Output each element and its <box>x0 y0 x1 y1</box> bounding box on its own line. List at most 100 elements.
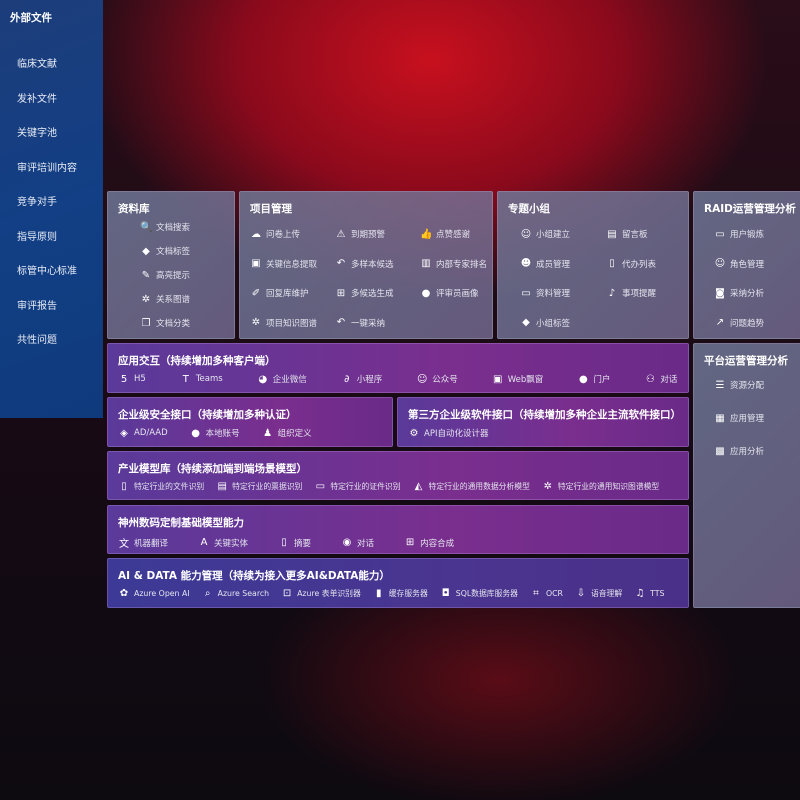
feature-label: 问题趋势 <box>730 318 765 329</box>
external-file-item[interactable]: 发补文件 <box>17 93 57 105</box>
feature-item[interactable]: ☁ 问卷上传 <box>250 228 300 241</box>
feature-item[interactable]: ⊡ Azure 表单识别器 <box>281 588 361 599</box>
feature-label: 内容合成 <box>420 538 455 549</box>
feature-item[interactable]: A 关键实体 <box>198 535 248 550</box>
feature-item[interactable]: ↶ 多样本候选 <box>335 258 394 270</box>
feature-item[interactable]: ◘ SQL数据库服务器 <box>440 588 518 599</box>
feature-item[interactable]: ▥ 内部专家排名 <box>420 258 487 270</box>
feature-item[interactable]: ⌗ OCR <box>530 588 563 599</box>
feature-item[interactable]: ❐ 文档分类 <box>140 317 191 330</box>
feature-item[interactable]: ▯ 代办列表 <box>606 258 656 270</box>
feature-label: 点赞感谢 <box>436 230 471 240</box>
feature-item[interactable]: ▤ 特定行业的票据识别 <box>216 481 302 492</box>
feature-item[interactable]: ▮ 缓存服务器 <box>373 588 428 599</box>
users-icon: ☺ <box>714 258 726 269</box>
feature-item[interactable]: ✲ 特定行业的通用知识图谱模型 <box>542 481 660 492</box>
feature-item[interactable]: 🔍 文档搜索 <box>140 221 190 234</box>
feature-item[interactable]: ◭ 特定行业的通用数据分析模型 <box>413 481 530 492</box>
feature-item[interactable]: ♪ 事项提醒 <box>606 287 656 300</box>
topic-group-panel: 专题小组 ☺ 小组建立 ▤ 留言板 ☻ 成员管理 ▯ 代办列表 ▭ 资料管理 ♪ 事项提醒 ◆ 小组标签 <box>497 191 689 339</box>
feature-item[interactable]: ✲ 关系图谱 <box>140 293 190 306</box>
feature-label: 资料管理 <box>536 289 571 299</box>
feature-item[interactable]: ☺ 公众号 <box>416 373 458 386</box>
feature-item[interactable]: ▤ 留言板 <box>606 228 648 241</box>
base-model-panel: 神州数码定制基础模型能力文机器翻译 A 关键实体 ▯ 摘要 ◉ 对话 ⊞ 内容合成 <box>107 505 689 554</box>
feature-item[interactable]: ◉ 对话 <box>341 535 374 550</box>
external-file-item[interactable]: 审评报告 <box>17 300 57 312</box>
speech-icon: ⇩ <box>576 588 586 599</box>
user-add-icon: ☻ <box>520 258 532 269</box>
feature-item[interactable]: ▭ 特定行业的证件识别 <box>314 481 401 492</box>
feature-item[interactable]: ↶ 一键采纳 <box>335 317 385 329</box>
feature-item[interactable]: ▯ 摘要 <box>278 535 311 550</box>
feature-row: 5 H5 T Teams ◕ 企业微信 ∂ 小程序 ☺ 公众号 ▣ Web飘窗 ● 门户 ⚇ 对话 <box>118 373 680 386</box>
feature-item[interactable]: 👍 点赞感谢 <box>420 228 471 241</box>
checklist-icon: ☰ <box>715 379 725 391</box>
feature-item[interactable]: ● 本地账号 <box>190 427 239 440</box>
library-panel: 资料库 🔍 文档搜索 ◆ 文档标签 ✎ 高亮提示 ✲ 关系图谱 ❐ 文档分类 <box>107 191 235 339</box>
feature-label: 高亮提示 <box>156 271 191 281</box>
feature-item[interactable]: ● 门户 <box>577 373 610 386</box>
feature-item[interactable]: ✲ 项目知识图谱 <box>250 317 317 329</box>
feature-item[interactable]: ◆ 文档标签 <box>140 245 190 258</box>
feature-item[interactable]: T Teams <box>180 373 223 385</box>
feature-item[interactable]: ✎ 高亮提示 <box>140 269 191 282</box>
feature-item[interactable]: ♫ TTS <box>634 588 665 599</box>
feature-item[interactable]: ⊞ 多候选生成 <box>335 287 394 300</box>
feature-item[interactable]: 5 H5 <box>118 373 146 385</box>
feature-label: 语音理解 <box>590 589 623 598</box>
feature-item[interactable]: ✐ 回复库维护 <box>250 287 309 300</box>
feature-row: ▯ 特定行业的文件识别 ▤ 特定行业的票据识别 ▭ 特定行业的证件识别 ◭ 特定行业的通用数据… <box>118 481 680 492</box>
feature-item[interactable]: ⇩ 语音理解 <box>575 588 622 599</box>
feature-item[interactable]: ⚠ 到期预警 <box>335 228 386 241</box>
feature-item[interactable]: ▣ 关键信息提取 <box>250 258 317 270</box>
feature-item[interactable]: 文机器翻译 <box>118 535 168 551</box>
panel-title: 企业级安全接口（持续增加多种认证） <box>118 409 297 421</box>
external-file-item[interactable]: 标管中心标准 <box>17 266 77 277</box>
panel-title: 第三方企业级软件接口（持续增加多种企业主流软件接口） <box>408 409 681 421</box>
external-file-item[interactable]: 关键字池 <box>17 128 57 139</box>
form-icon: ⊡ <box>282 588 292 599</box>
external-file-item[interactable]: 指导原则 <box>17 231 57 243</box>
feature-item[interactable]: ☺ 角色管理 <box>714 258 764 270</box>
external-file-item[interactable]: 临床文献 <box>17 59 57 70</box>
feature-item[interactable]: ▣ Web飘窗 <box>492 373 543 386</box>
feature-item[interactable]: ◆ 小组标签 <box>520 317 570 329</box>
feature-item[interactable]: ▩ 应用分析 <box>714 445 764 458</box>
feature-item[interactable]: ▭ 资料管理 <box>520 287 571 300</box>
miniprogram-icon: ∂ <box>344 373 350 385</box>
feature-item[interactable]: ⊞ 内容合成 <box>404 535 454 550</box>
feature-label: 文档分类 <box>156 319 191 329</box>
feature-item[interactable]: ☰ 资源分配 <box>714 379 765 392</box>
feature-item[interactable]: ▯ 特定行业的文件识别 <box>118 481 204 492</box>
edit-icon: ✐ <box>251 287 261 299</box>
external-file-item[interactable]: 竞争对手 <box>17 197 57 208</box>
feature-item[interactable]: ♟ 组织定义 <box>262 427 312 440</box>
feature-item[interactable]: ☺ 小组建立 <box>520 228 570 241</box>
chart-icon: ◭ <box>414 481 423 492</box>
feature-item[interactable]: ↗ 问题趋势 <box>714 317 764 329</box>
graph-icon: ✲ <box>141 293 151 305</box>
feature-item[interactable]: ◙ 采纳分析 <box>714 287 764 300</box>
external-file-item[interactable]: 审评培训内容 <box>17 162 77 174</box>
feature-item[interactable]: ▦ 应用管理 <box>714 412 764 425</box>
feature-item[interactable]: ▭ 用户锻炼 <box>714 228 764 241</box>
feature-item[interactable]: ☻ 成员管理 <box>520 258 570 270</box>
feature-item[interactable]: ⌕ Azure Search <box>202 588 269 599</box>
feature-item[interactable]: ∂ 小程序 <box>341 373 382 386</box>
feature-label: OCR <box>545 589 563 598</box>
feature-item[interactable]: ◈ AD/AAD <box>118 427 168 439</box>
external-file-item[interactable]: 共性问题 <box>17 335 57 346</box>
feature-item[interactable]: ◕ 企业微信 <box>257 373 306 386</box>
feature-label: 多样本候选 <box>351 259 394 270</box>
feature-item[interactable]: ⚇ 对话 <box>644 373 678 386</box>
folder-icon: ▭ <box>521 287 531 299</box>
feature-row: 文机器翻译 A 关键实体 ▯ 摘要 ◉ 对话 ⊞ 内容合成 <box>118 535 680 550</box>
feature-label: 特定行业的通用数据分析模型 <box>428 482 530 491</box>
feature-label: 留言板 <box>622 230 648 240</box>
panel-title: 产业模型库（持续添加端到端场景模型） <box>118 463 307 475</box>
feature-label: 特定行业的通用知识图谱模型 <box>557 482 660 491</box>
feature-item[interactable]: ● 评审员画像 <box>420 287 479 300</box>
feature-item[interactable]: ✿ Azure Open AI <box>118 588 190 599</box>
feature-item[interactable]: ⚙ API自动化设计器 <box>408 427 489 440</box>
